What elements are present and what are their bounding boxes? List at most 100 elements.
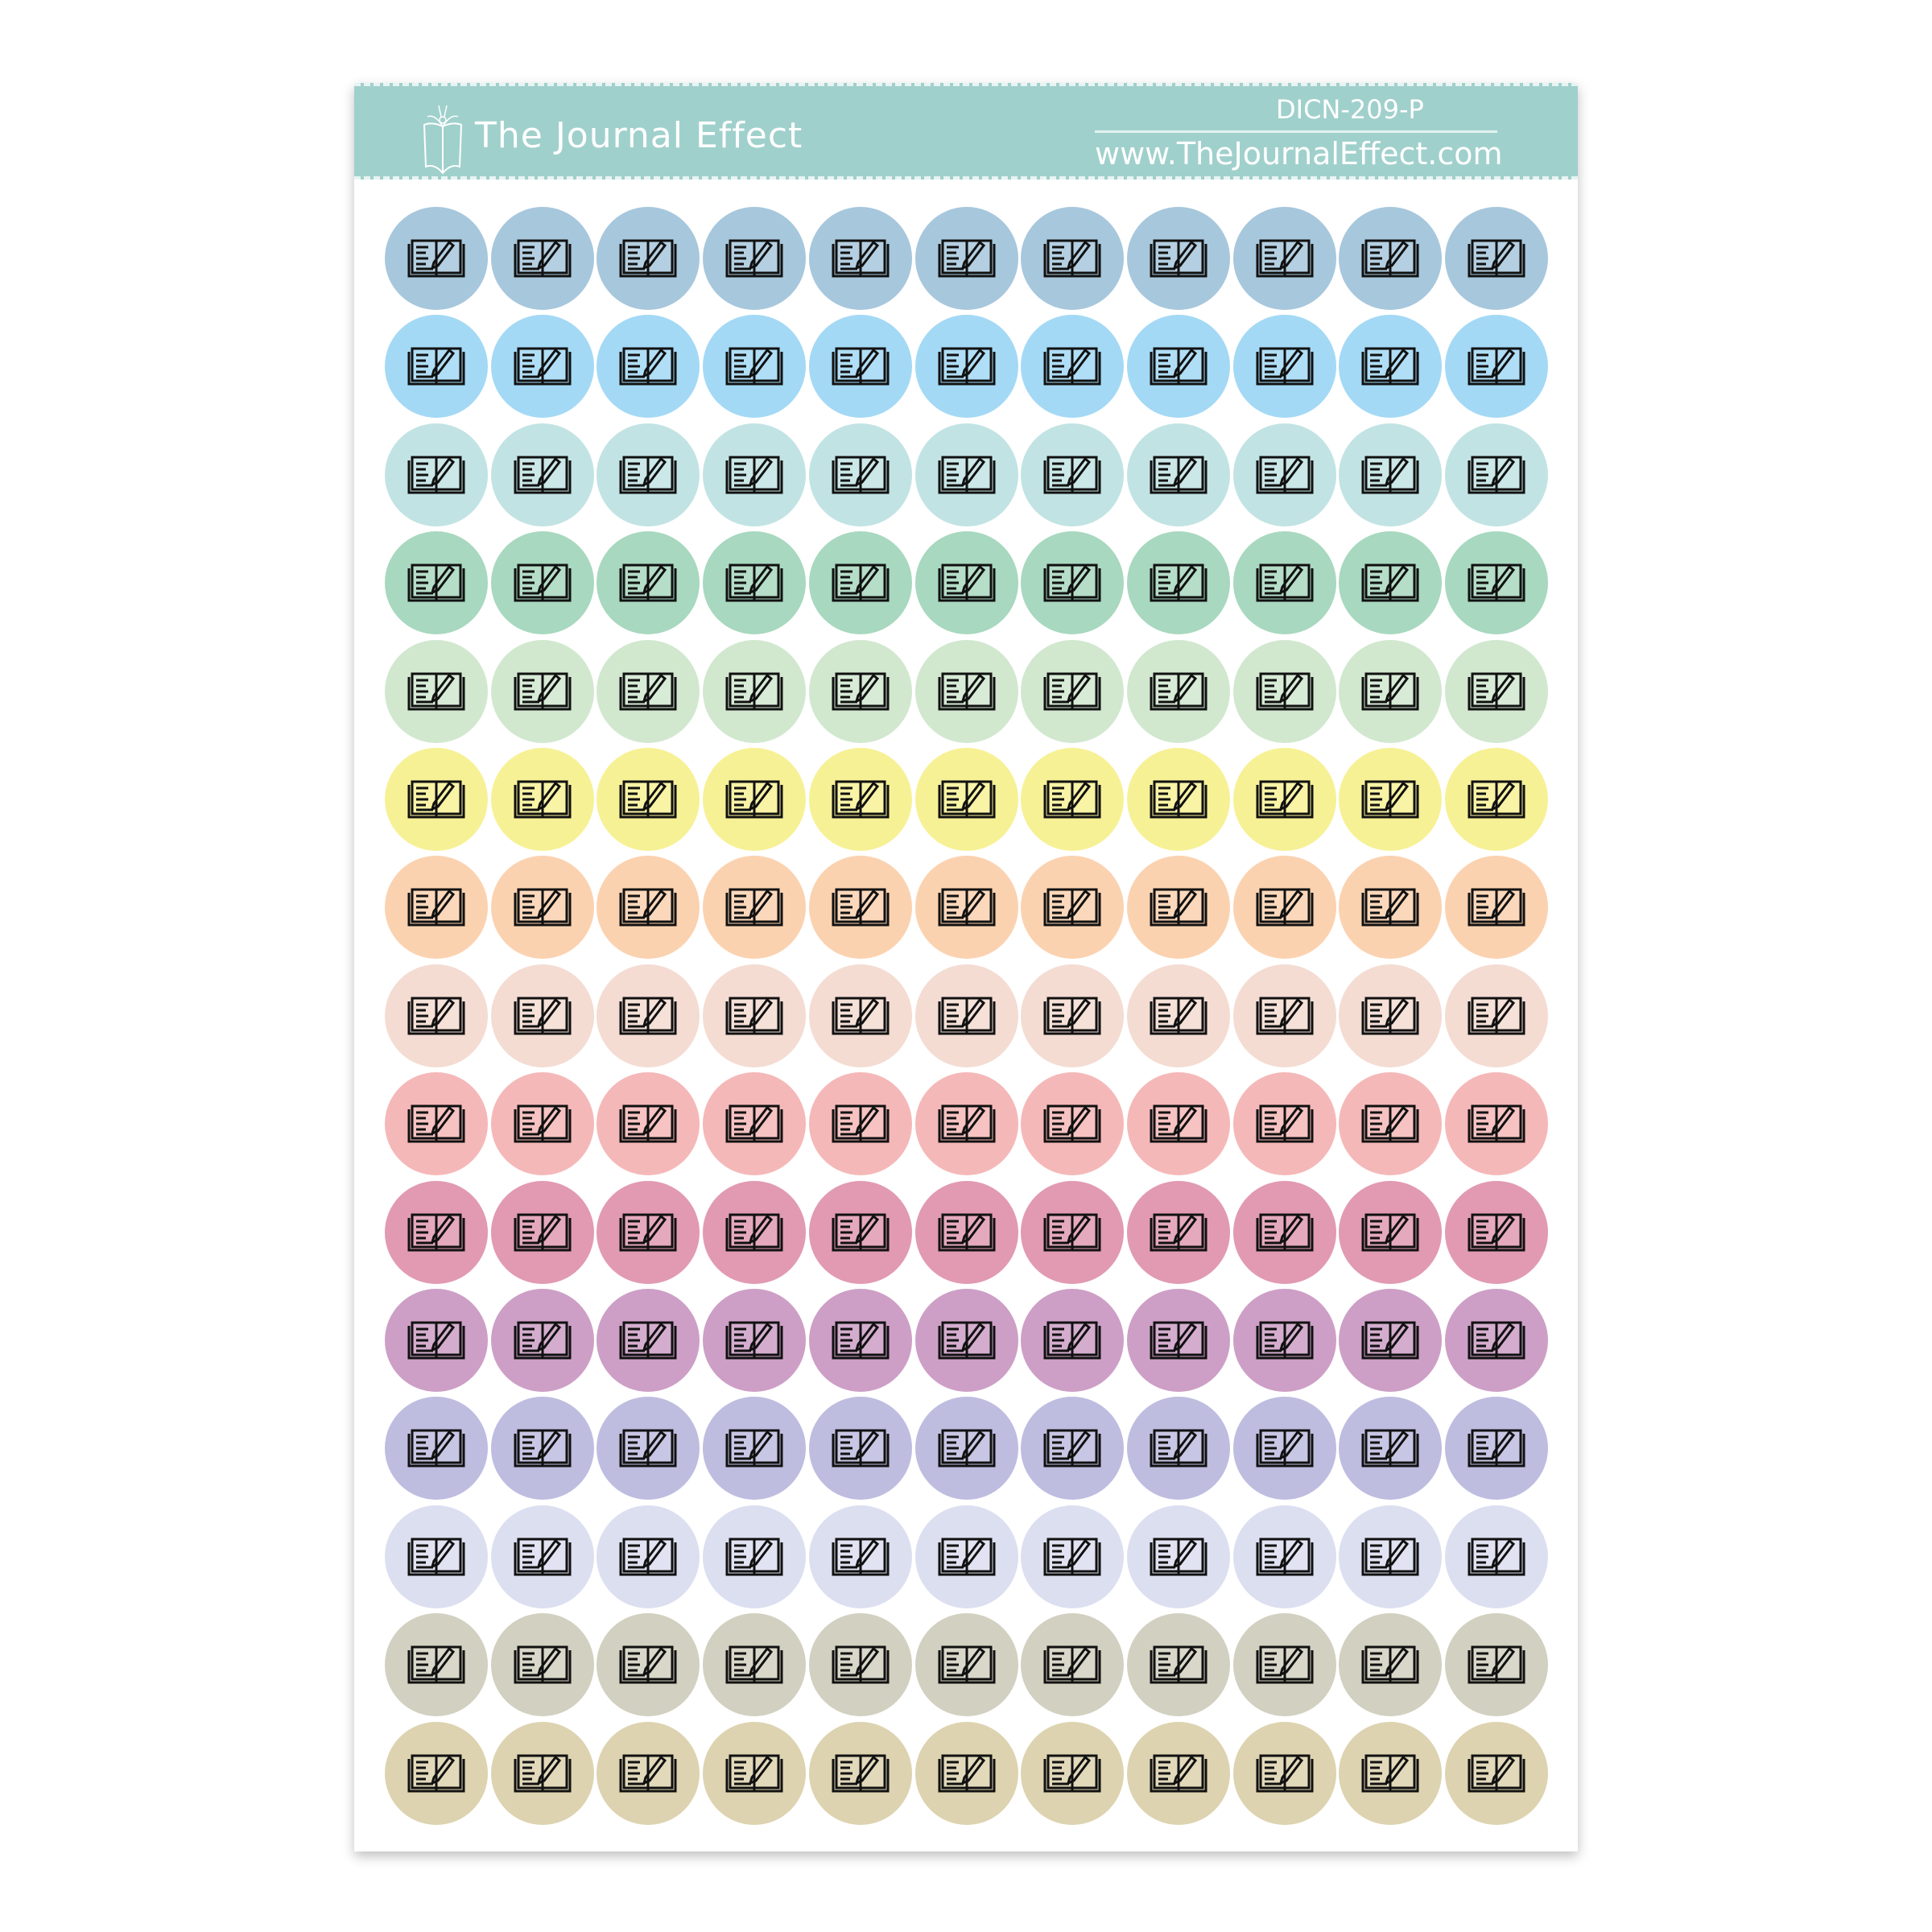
sticker	[808, 748, 912, 851]
open-journal-with-pencil-icon	[725, 1538, 783, 1576]
open-journal-with-pencil-icon	[514, 888, 572, 927]
sticker	[914, 639, 1018, 743]
open-journal-with-pencil-icon	[832, 564, 890, 602]
sticker	[385, 639, 488, 743]
open-journal-with-pencil-icon	[1150, 1645, 1208, 1684]
sticker	[385, 1397, 488, 1501]
sticker	[1445, 1397, 1548, 1501]
open-journal-with-pencil-icon	[1361, 1538, 1419, 1576]
sticker	[914, 1180, 1018, 1284]
sticker	[808, 207, 912, 310]
open-journal-with-pencil-icon	[514, 1104, 572, 1143]
sticker	[1339, 423, 1443, 526]
sticker	[914, 531, 1018, 635]
sticker	[1232, 964, 1336, 1067]
open-journal-with-pencil-icon	[619, 1538, 677, 1576]
open-journal-with-pencil-icon	[1043, 1538, 1101, 1576]
sticker	[1339, 1289, 1443, 1392]
sticker	[490, 1721, 594, 1825]
open-journal-with-pencil-icon	[407, 1321, 465, 1360]
sticker	[914, 856, 1018, 960]
sticker	[1021, 1613, 1125, 1717]
sticker	[490, 1180, 594, 1284]
sticker	[385, 1180, 488, 1284]
open-journal-with-pencil-icon	[407, 780, 465, 819]
open-journal-with-pencil-icon	[832, 1321, 890, 1360]
sticker	[597, 531, 700, 635]
open-journal-with-pencil-icon	[1468, 888, 1525, 927]
sticker	[1445, 1072, 1548, 1176]
sticker	[1339, 1613, 1443, 1717]
open-journal-with-pencil-icon	[1150, 780, 1208, 819]
sticker	[1021, 1397, 1125, 1501]
open-journal-with-pencil-icon	[1468, 1104, 1525, 1143]
open-journal-with-pencil-icon	[1468, 997, 1525, 1035]
sticker	[703, 1721, 807, 1825]
open-journal-with-pencil-icon	[938, 1213, 995, 1252]
open-journal-with-pencil-icon	[832, 1754, 890, 1793]
open-journal-with-pencil-icon	[619, 347, 677, 386]
sticker	[914, 1613, 1018, 1717]
open-journal-with-pencil-icon	[1361, 347, 1419, 386]
open-journal-with-pencil-icon	[1361, 1429, 1419, 1468]
sticker	[597, 1397, 700, 1501]
sticker	[1232, 315, 1336, 419]
sticker	[1232, 1613, 1336, 1717]
sticker	[490, 856, 594, 960]
open-journal-with-pencil-icon	[938, 1104, 995, 1143]
sticker	[703, 1072, 807, 1176]
sticker	[914, 1072, 1018, 1176]
open-journal-with-pencil-icon	[832, 672, 890, 711]
sticker	[1126, 207, 1230, 310]
open-journal-with-pencil-icon	[832, 347, 890, 386]
sticker	[1339, 1505, 1443, 1608]
open-journal-with-pencil-icon	[1043, 1321, 1101, 1360]
open-journal-with-pencil-icon	[832, 997, 890, 1035]
open-journal-with-pencil-icon	[619, 1754, 677, 1793]
sticker-sheet: The Journal Effect DICN-209-P www.TheJou…	[354, 83, 1578, 1852]
sticker	[385, 531, 488, 635]
sticker	[1126, 964, 1230, 1067]
sheet-header: The Journal Effect DICN-209-P www.TheJou…	[354, 83, 1578, 180]
sticker	[1232, 748, 1336, 851]
open-journal-with-pencil-icon	[1468, 1429, 1525, 1468]
sticker	[1021, 748, 1125, 851]
open-journal-with-pencil-icon	[619, 564, 677, 602]
open-journal-with-pencil-icon	[1043, 997, 1101, 1035]
sticker	[1232, 1721, 1336, 1825]
open-journal-with-pencil-icon	[407, 1429, 465, 1468]
open-journal-with-pencil-icon	[1150, 1754, 1208, 1793]
sticker	[703, 315, 807, 419]
open-journal-with-pencil-icon	[725, 1429, 783, 1468]
open-journal-with-pencil-icon	[1468, 1538, 1525, 1576]
sticker	[808, 1289, 912, 1392]
open-journal-with-pencil-icon	[1150, 456, 1208, 494]
sticker	[703, 423, 807, 526]
sticker	[1232, 423, 1336, 526]
sticker	[385, 856, 488, 960]
open-journal-with-pencil-icon	[938, 564, 995, 602]
sticker	[808, 1613, 912, 1717]
open-journal-with-pencil-icon	[1361, 1754, 1419, 1793]
open-journal-with-pencil-icon	[1468, 1321, 1525, 1360]
open-journal-with-pencil-icon	[1468, 564, 1525, 602]
open-journal-with-pencil-icon	[407, 564, 465, 602]
sticker	[808, 423, 912, 526]
sticker	[703, 531, 807, 635]
book-logo-icon	[423, 105, 463, 175]
sticker	[490, 1397, 594, 1501]
sticker	[703, 748, 807, 851]
sticker	[1445, 1613, 1548, 1717]
sticker	[1339, 1180, 1443, 1284]
open-journal-with-pencil-icon	[832, 1645, 890, 1684]
open-journal-with-pencil-icon	[407, 672, 465, 711]
open-journal-with-pencil-icon	[832, 780, 890, 819]
sticker	[1126, 1505, 1230, 1608]
sticker	[703, 207, 807, 310]
open-journal-with-pencil-icon	[1361, 1321, 1419, 1360]
sticker	[490, 639, 594, 743]
sticker	[490, 1613, 594, 1717]
open-journal-with-pencil-icon	[407, 239, 465, 278]
sticker	[1021, 1505, 1125, 1608]
open-journal-with-pencil-icon	[514, 1645, 572, 1684]
